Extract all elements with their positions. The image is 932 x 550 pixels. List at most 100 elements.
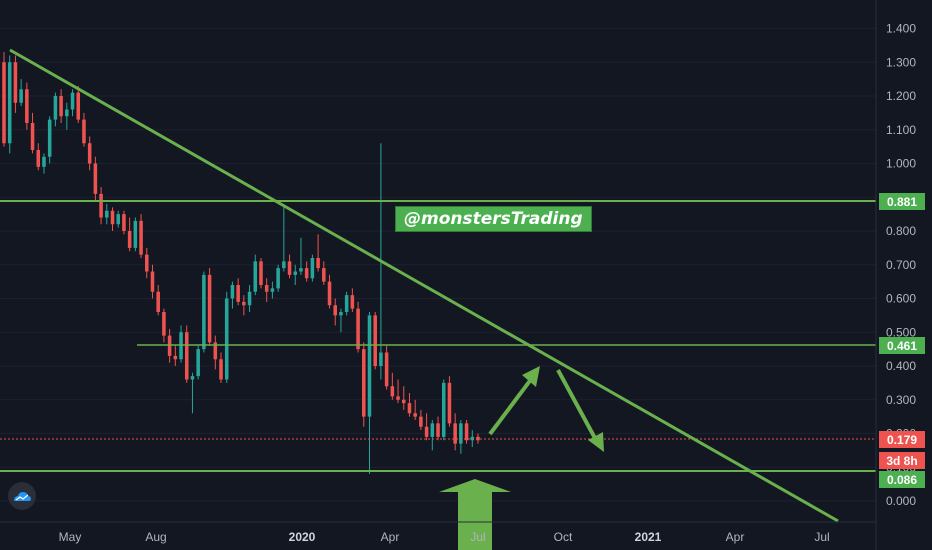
candle [150, 264, 155, 299]
candle-body [150, 271, 155, 292]
candle [362, 342, 366, 427]
candle-body [93, 163, 98, 194]
candle-body [441, 382, 446, 437]
candle-body [350, 295, 355, 309]
candle-body [327, 281, 332, 306]
candle-body [407, 403, 412, 414]
candle-body [247, 291, 252, 306]
candle [453, 413, 457, 451]
current-price-label: 0.179 [887, 433, 917, 447]
candle-body [384, 352, 389, 387]
candle [476, 433, 480, 444]
candle [53, 92, 58, 127]
candle [367, 312, 372, 474]
candle [207, 268, 212, 346]
candle-body [76, 92, 81, 120]
candle [179, 325, 183, 363]
x-tick-label: May [59, 530, 82, 544]
candle-body [196, 349, 200, 377]
candle-body [436, 423, 440, 437]
candle-body [259, 261, 263, 285]
candle [87, 136, 92, 171]
candle-body [333, 305, 337, 316]
candle-body [202, 274, 206, 350]
candle [196, 345, 200, 380]
y-tick-label: 0.800 [886, 224, 916, 238]
candle-body [70, 92, 75, 110]
candle-body [213, 342, 218, 360]
candle-body [7, 62, 12, 144]
x-tick-label: Oct [554, 530, 573, 544]
candle-body [270, 288, 275, 292]
candle [373, 312, 377, 370]
candle [264, 278, 269, 302]
candle [213, 335, 218, 370]
countdown-label: 3d 8h [886, 454, 917, 468]
candle-body [253, 261, 258, 292]
candle [333, 298, 337, 326]
candle [47, 116, 52, 164]
candle [145, 247, 149, 279]
y-tick-label: 1.400 [886, 22, 916, 36]
y-tick-label: 0.700 [886, 258, 916, 272]
candle-body [127, 231, 132, 248]
candle [304, 261, 309, 282]
candle-body [25, 89, 29, 123]
y-tick-label: 1.100 [886, 123, 916, 137]
candle-body [173, 355, 178, 360]
x-tick-label: 2021 [635, 530, 662, 544]
candle [59, 89, 63, 123]
candle-body [310, 258, 315, 279]
candle [105, 204, 109, 225]
candle [413, 399, 417, 420]
candle [350, 288, 355, 312]
candle [184, 325, 189, 383]
time-axis[interactable]: May Aug 2020 Apr Jul Oct 2021 Apr Jul [59, 530, 830, 544]
candle [424, 413, 429, 441]
candle-body [207, 274, 212, 343]
badge-0881: 0.881 [879, 193, 925, 210]
candle [447, 376, 452, 427]
candle [2, 52, 6, 147]
candle-body [344, 295, 349, 312]
candle-body [401, 399, 406, 404]
candle-body [304, 268, 309, 279]
candle-body [99, 193, 103, 218]
candle [436, 416, 440, 441]
tradingview-logo-icon[interactable] [8, 482, 36, 510]
candle-body [322, 268, 326, 282]
candle-body [224, 298, 229, 380]
candle-body [459, 423, 463, 444]
candle [287, 254, 292, 279]
candle [65, 102, 69, 130]
candle-body [464, 423, 469, 441]
candle [76, 85, 81, 123]
candle-body [190, 376, 195, 380]
candle [30, 112, 35, 154]
candle [396, 379, 400, 404]
candles-group [2, 52, 480, 474]
candle [13, 55, 18, 113]
candle-body [110, 210, 115, 225]
candle [190, 372, 195, 414]
candle-body [282, 261, 286, 269]
candle-body [53, 96, 58, 120]
candle-body [356, 308, 360, 350]
candle-body [453, 423, 457, 444]
candle [230, 281, 235, 309]
candle [122, 210, 126, 235]
badge-0881-label: 0.881 [887, 195, 917, 209]
candle [384, 345, 389, 390]
candle [156, 285, 160, 316]
candle [42, 153, 46, 174]
candle [247, 285, 252, 312]
candle [293, 264, 298, 285]
candle [7, 55, 12, 154]
candle-body [13, 62, 18, 103]
candle-body [447, 382, 452, 424]
trend-line[interactable] [9, 48, 839, 523]
candle [162, 308, 166, 343]
candle [356, 301, 360, 353]
y-tick-label: 1.300 [886, 55, 916, 69]
